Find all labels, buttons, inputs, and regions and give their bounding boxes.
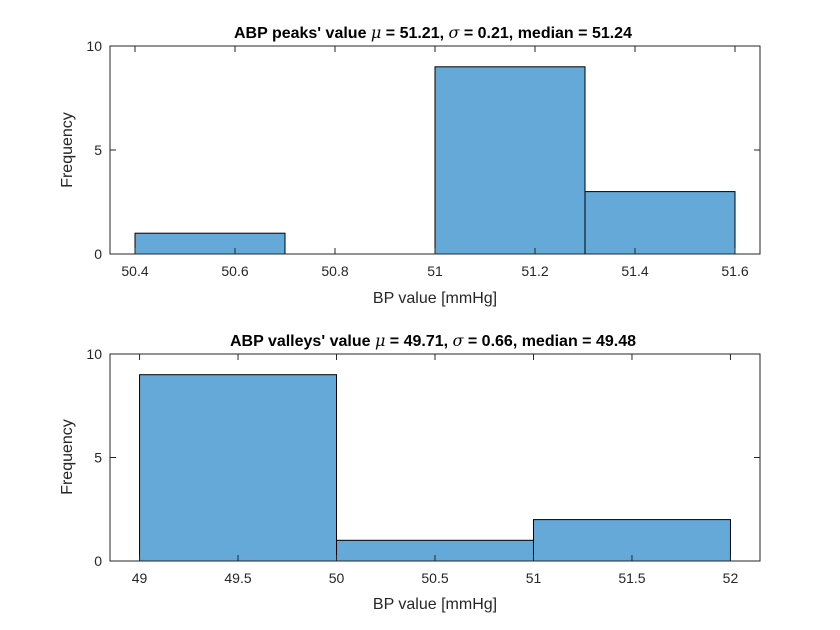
histogram-bar <box>532 519 731 562</box>
x-axis-label-peaks: BP value [mmHg] <box>373 290 497 307</box>
y-tick-label: 0 <box>94 553 102 569</box>
x-tick-label: 51 <box>526 570 542 586</box>
y-tick-label: 0 <box>94 246 102 262</box>
x-axis-label-valleys: BP value [mmHg] <box>373 596 497 613</box>
chart-title-peaks: ABP peaks' value μ = 51.21, σ = 0.21, me… <box>234 23 632 42</box>
bars-valleys <box>139 374 731 562</box>
y-tick-label: 10 <box>86 38 102 54</box>
y-axis-label-valleys: Frequency <box>59 419 76 495</box>
x-tick-label: 51.4 <box>621 263 648 279</box>
histogram-peaks: ABP peaks' value μ = 51.21, σ = 0.21, me… <box>59 23 761 307</box>
histogram-bar <box>139 374 338 562</box>
x-tick-label: 51.6 <box>721 263 748 279</box>
x-tick-label: 50.5 <box>421 570 448 586</box>
x-tick-label: 51 <box>427 263 443 279</box>
x-tick-label: 50.6 <box>221 263 248 279</box>
x-tick-label: 50.4 <box>121 263 148 279</box>
x-tick-label: 50 <box>329 570 345 586</box>
histogram-bar <box>584 191 736 255</box>
histogram-bar <box>134 232 286 255</box>
ticks-peaks: 50.4 50.6 50.8 51 51.2 51.4 51.6 0 5 10 <box>86 38 760 279</box>
x-tick-label: 49 <box>132 570 148 586</box>
chart-title-valleys: ABP valleys' value μ = 49.71, σ = 0.66, … <box>230 331 636 350</box>
x-tick-label: 50.8 <box>321 263 348 279</box>
x-tick-label: 49.5 <box>224 570 251 586</box>
bars-peaks <box>134 66 736 255</box>
x-tick-label: 51.2 <box>521 263 548 279</box>
histogram-bar <box>434 66 586 255</box>
y-tick-label: 10 <box>86 346 102 362</box>
y-tick-label: 5 <box>94 142 102 158</box>
ticks-valleys: 49 49.5 50 50.5 51 51.5 52 0 5 10 <box>86 346 760 586</box>
y-tick-label: 5 <box>94 450 102 466</box>
histogram-valleys: ABP valleys' value μ = 49.71, σ = 0.66, … <box>59 331 761 613</box>
x-tick-label: 51.5 <box>618 570 645 586</box>
y-axis-label-peaks: Frequency <box>59 112 76 188</box>
x-tick-label: 52 <box>723 570 739 586</box>
